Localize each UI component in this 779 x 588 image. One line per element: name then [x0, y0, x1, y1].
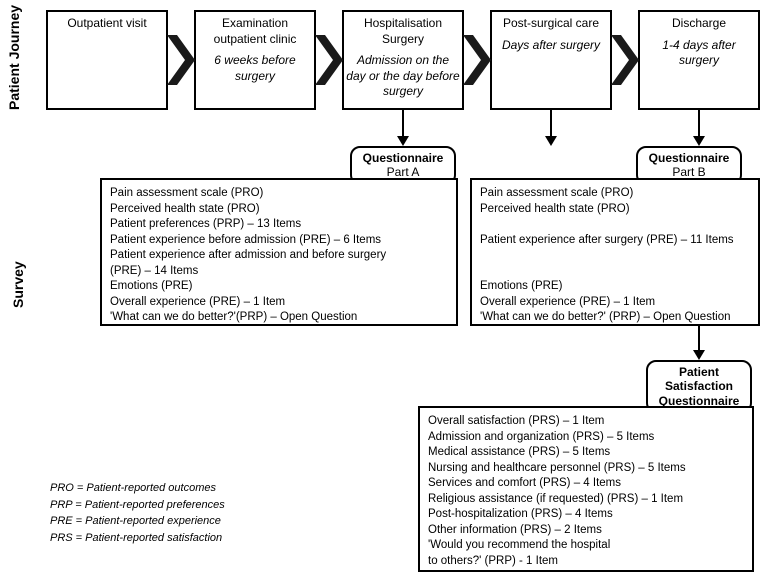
- chevron-icon: [167, 35, 195, 85]
- legend: PRO = Patient-reported outcomes PRP = Pa…: [50, 480, 225, 546]
- chevron-icon: [315, 35, 343, 85]
- connector-line: [698, 326, 700, 350]
- box-questionnaire-b: Pain assessment scale (PRO) Perceived he…: [470, 178, 760, 326]
- list-item: Services and comfort (PRS) – 4 Items: [428, 476, 744, 492]
- list-item: Overall experience (PRE) – 1 Item: [480, 295, 750, 311]
- list-item: Nursing and healthcare personnel (PRS) –…: [428, 461, 744, 477]
- list-item: Perceived health state (PRO): [480, 202, 750, 218]
- q-title: Questionnaire: [363, 151, 444, 165]
- connector-line: [550, 110, 552, 136]
- list-item: [480, 264, 750, 280]
- stage-sub: 6 weeks before surgery: [198, 53, 312, 84]
- stage-sub: Days after surgery: [494, 38, 608, 54]
- list-item: Patient experience after admission and b…: [110, 248, 448, 264]
- stage-sub: 1-4 days after surgery: [642, 38, 756, 69]
- list-item: Other information (PRS) – 2 Items: [428, 523, 744, 539]
- q-title: Patient Satisfaction Questionnaire: [659, 365, 740, 408]
- list-item: (PRE) – 14 Items: [110, 264, 448, 280]
- list-item: Patient experience before admission (PRE…: [110, 233, 448, 249]
- legend-item: PRE = Patient-reported experience: [50, 513, 225, 530]
- list-item: Medical assistance (PRS) – 5 Items: [428, 445, 744, 461]
- stage-sub: Admission on the day or the day before s…: [346, 53, 460, 100]
- list-item: Pain assessment scale (PRO): [110, 186, 448, 202]
- stage-title: Post-surgical care: [503, 16, 599, 30]
- legend-item: PRS = Patient-reported satisfaction: [50, 530, 225, 547]
- stage-hospitalisation: Hospitalisation Surgery Admission on the…: [342, 10, 464, 110]
- list-item: [480, 217, 750, 233]
- stage-examination: Examination outpatient clinic 6 weeks be…: [194, 10, 316, 110]
- list-item: Overall satisfaction (PRS) – 1 Item: [428, 414, 744, 430]
- connector-line: [402, 110, 404, 136]
- chevron-icon: [611, 35, 639, 85]
- stage-title: Hospitalisation Surgery: [364, 16, 442, 46]
- arrow-down-icon: [545, 136, 557, 146]
- list-item: [480, 248, 750, 264]
- stage-discharge: Discharge 1-4 days after surgery: [638, 10, 760, 110]
- list-item: Admission and organization (PRS) – 5 Ite…: [428, 430, 744, 446]
- list-item: Emotions (PRE): [480, 279, 750, 295]
- list-item: Overall experience (PRE) – 1 Item: [110, 295, 448, 311]
- list-item: 'Would you recommend the hospital: [428, 538, 744, 554]
- list-item: Pain assessment scale (PRO): [480, 186, 750, 202]
- box-patient-satisfaction: Overall satisfaction (PRS) – 1 Item Admi…: [418, 406, 754, 572]
- list-item: Emotions (PRE): [110, 279, 448, 295]
- arrow-down-icon: [693, 136, 705, 146]
- list-item: Patient preferences (PRP) – 13 Items: [110, 217, 448, 233]
- list-item: to others?' (PRP) - 1 Item: [428, 554, 744, 570]
- list-item: Religious assistance (if requested) (PRS…: [428, 492, 744, 508]
- list-item: Perceived health state (PRO): [110, 202, 448, 218]
- stage-title: Examination outpatient clinic: [214, 16, 297, 46]
- list-item: Post-hospitalization (PRS) – 4 Items: [428, 507, 744, 523]
- stage-postsurgical: Post-surgical care Days after surgery: [490, 10, 612, 110]
- label-patient-journey: Patient Journey: [6, 10, 22, 110]
- chevron-icon: [463, 35, 491, 85]
- label-survey: Survey: [10, 248, 26, 308]
- arrow-down-icon: [397, 136, 409, 146]
- legend-item: PRP = Patient-reported preferences: [50, 497, 225, 514]
- stage-outpatient: Outpatient visit: [46, 10, 168, 110]
- list-item: 'What can we do better?' (PRP) – Open Qu…: [480, 310, 750, 326]
- box-questionnaire-a: Pain assessment scale (PRO) Perceived he…: [100, 178, 458, 326]
- list-item: 'What can we do better?'(PRP) – Open Que…: [110, 310, 448, 326]
- q-title: Questionnaire: [649, 151, 730, 165]
- list-item: Patient experience after surgery (PRE) –…: [480, 233, 750, 249]
- legend-item: PRO = Patient-reported outcomes: [50, 480, 225, 497]
- stage-title: Discharge: [672, 16, 726, 30]
- arrow-down-icon: [693, 350, 705, 360]
- connector-line: [698, 110, 700, 136]
- stage-title: Outpatient visit: [67, 16, 146, 30]
